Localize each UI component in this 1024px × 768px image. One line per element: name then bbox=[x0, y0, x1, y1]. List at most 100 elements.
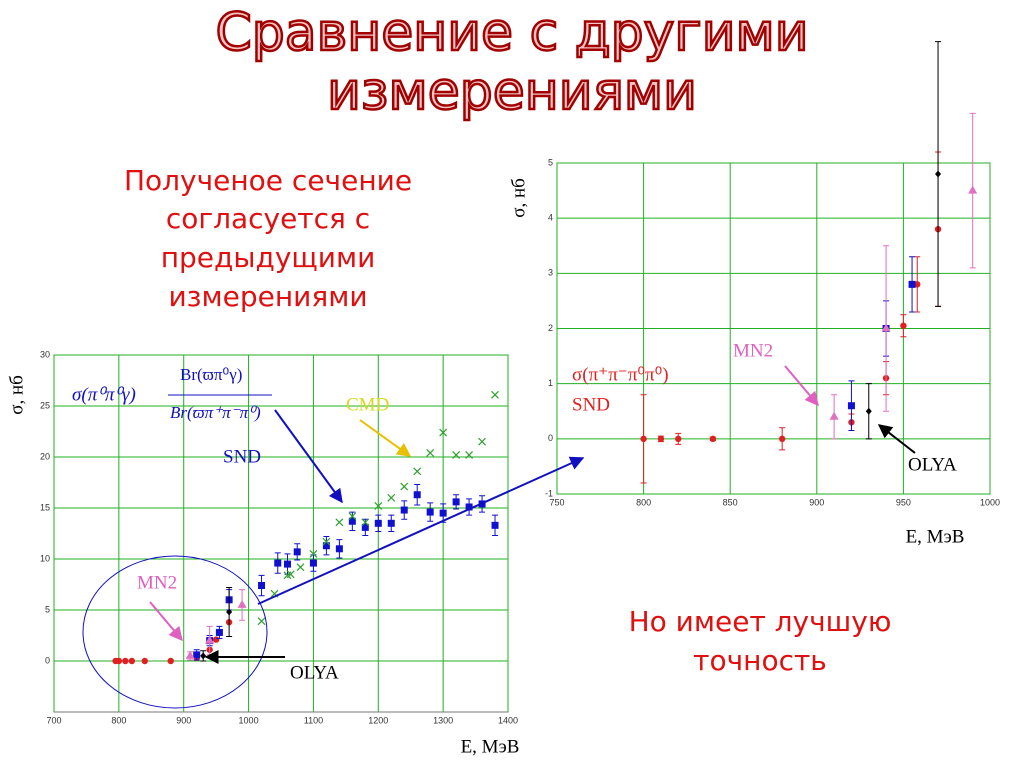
point bbox=[426, 448, 435, 457]
point bbox=[900, 322, 907, 329]
point bbox=[935, 170, 942, 178]
point bbox=[348, 517, 356, 525]
y-axis-label: σ, нб bbox=[6, 375, 27, 415]
point bbox=[387, 493, 396, 502]
point bbox=[908, 280, 916, 288]
point bbox=[286, 570, 295, 579]
point bbox=[348, 512, 357, 521]
y-tick-label: 20 bbox=[40, 451, 50, 461]
arrow bbox=[274, 409, 343, 504]
statement: предыдущими bbox=[161, 241, 376, 274]
y-tick-label: 25 bbox=[40, 400, 50, 410]
point bbox=[226, 608, 233, 616]
point bbox=[439, 428, 448, 437]
conclusion: точность bbox=[693, 644, 827, 677]
point bbox=[400, 482, 409, 491]
point bbox=[361, 518, 370, 527]
point bbox=[478, 437, 486, 446]
x-tick-label: 900 bbox=[809, 497, 824, 507]
y-tick-label: 5 bbox=[45, 604, 50, 614]
point bbox=[274, 559, 282, 567]
statement: согласуется с bbox=[166, 202, 370, 235]
annotation: MN2 bbox=[733, 340, 773, 361]
x-tick-label: 1200 bbox=[368, 715, 388, 725]
point bbox=[465, 503, 473, 511]
y-tick-label: -1 bbox=[545, 488, 553, 498]
conclusion: Но имеет лучшую bbox=[629, 605, 892, 638]
x-axis-label: Е, МэВ bbox=[461, 736, 520, 757]
annotation: OLYA bbox=[290, 662, 339, 683]
point bbox=[335, 518, 344, 527]
point bbox=[374, 519, 382, 527]
statement: измерениями bbox=[168, 280, 367, 313]
point bbox=[426, 508, 434, 516]
y-tick-label: 10 bbox=[40, 553, 50, 563]
point bbox=[847, 402, 855, 410]
point bbox=[283, 560, 291, 568]
point bbox=[205, 635, 215, 644]
point bbox=[452, 498, 460, 506]
x-tick-label: 900 bbox=[176, 715, 191, 725]
point bbox=[413, 491, 421, 499]
point bbox=[914, 281, 921, 288]
y-axis-label: σ, нб bbox=[508, 178, 529, 218]
annotation: SND bbox=[572, 394, 610, 415]
annotation: SND bbox=[223, 446, 261, 467]
point bbox=[122, 657, 129, 665]
point bbox=[361, 523, 369, 531]
statement: Полученое сечение bbox=[124, 164, 412, 197]
point bbox=[128, 657, 136, 665]
x-tick-label: 750 bbox=[549, 497, 564, 507]
point bbox=[141, 657, 148, 665]
point bbox=[322, 537, 331, 546]
point bbox=[296, 563, 305, 572]
point bbox=[293, 548, 301, 556]
point bbox=[387, 519, 395, 527]
point bbox=[881, 323, 891, 332]
annotation: OLYA bbox=[908, 454, 957, 475]
y-tick-label: 1 bbox=[548, 378, 553, 388]
arrow bbox=[359, 419, 412, 457]
x-tick-label: 1100 bbox=[304, 715, 323, 725]
plot-area bbox=[53, 354, 509, 713]
x-tick-label: 700 bbox=[46, 715, 61, 725]
point bbox=[675, 435, 682, 443]
point bbox=[778, 435, 786, 443]
x-axis-label: Е, МэВ bbox=[906, 526, 965, 547]
annotation: σ(π⁺π⁻π⁰π⁰) bbox=[572, 364, 669, 385]
slide-title: Сравнение с другими bbox=[215, 3, 808, 63]
point bbox=[193, 651, 201, 659]
point bbox=[309, 559, 317, 567]
point bbox=[257, 617, 266, 626]
point bbox=[491, 521, 499, 529]
x-tick-label: 950 bbox=[896, 497, 911, 507]
point bbox=[335, 545, 343, 553]
arrow bbox=[877, 424, 916, 454]
point bbox=[968, 185, 978, 194]
point bbox=[657, 435, 665, 443]
plots: 700 800 900 1000 1100 1200 1300 140005101520253… bbox=[6, 41, 1000, 757]
point bbox=[374, 502, 383, 510]
y-tick-label: 15 bbox=[40, 502, 50, 512]
x-tick-label: 1000 bbox=[239, 715, 259, 725]
point bbox=[829, 411, 839, 420]
x-tick-label: 800 bbox=[636, 497, 651, 507]
point bbox=[215, 628, 223, 636]
point bbox=[115, 657, 123, 665]
y-tick-label: 5 bbox=[548, 157, 553, 167]
annotation: Br(ϖπ⁺π⁻π⁰) bbox=[170, 403, 261, 422]
y-tick-label: 4 bbox=[548, 213, 553, 223]
highlight-circle bbox=[82, 555, 268, 709]
point bbox=[439, 509, 447, 517]
point bbox=[212, 636, 220, 643]
point bbox=[309, 549, 318, 558]
point bbox=[322, 542, 330, 550]
annotation: Br(ϖπ⁰γ) bbox=[180, 365, 242, 384]
point bbox=[400, 506, 408, 514]
arrow bbox=[257, 456, 585, 605]
x-tick-label: 1400 bbox=[498, 715, 518, 725]
x-tick-label: 850 bbox=[723, 497, 738, 507]
y-tick-label: 0 bbox=[548, 433, 553, 443]
point bbox=[865, 407, 872, 415]
